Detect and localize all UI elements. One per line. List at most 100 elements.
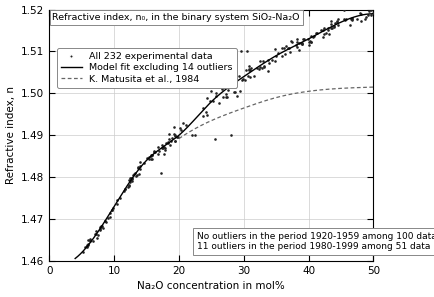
Point xyxy=(295,41,302,46)
Point xyxy=(305,40,312,44)
Point xyxy=(125,184,132,189)
Point xyxy=(94,233,101,237)
Point xyxy=(219,95,226,99)
Point xyxy=(345,22,352,27)
Point xyxy=(147,154,154,159)
Point xyxy=(297,40,304,45)
Point xyxy=(271,58,278,63)
Point xyxy=(246,67,253,72)
Point xyxy=(165,137,172,141)
Point xyxy=(99,226,106,230)
Point xyxy=(140,160,147,165)
Point xyxy=(297,40,304,45)
Point xyxy=(309,34,316,39)
Point xyxy=(218,87,225,91)
Point xyxy=(108,208,115,212)
Point xyxy=(155,149,162,154)
Point xyxy=(250,74,257,79)
Point xyxy=(256,58,263,63)
Point xyxy=(134,164,141,169)
Point xyxy=(127,175,134,180)
Point xyxy=(224,87,231,92)
Point xyxy=(131,172,138,176)
Point xyxy=(360,17,367,22)
Point xyxy=(148,153,155,158)
Point xyxy=(253,66,260,71)
Point xyxy=(127,180,134,184)
Point xyxy=(259,58,266,63)
Point xyxy=(260,64,267,69)
Point xyxy=(167,138,174,143)
Point xyxy=(96,228,103,232)
Point xyxy=(328,26,335,31)
Point xyxy=(319,28,326,32)
Point xyxy=(162,141,169,146)
Point xyxy=(160,151,167,156)
Point xyxy=(333,20,340,24)
Point xyxy=(145,154,152,159)
Point xyxy=(242,68,249,73)
Point xyxy=(324,25,331,30)
Point xyxy=(203,110,210,115)
Point xyxy=(92,229,99,233)
Point xyxy=(128,177,135,182)
Point xyxy=(155,144,161,149)
Point xyxy=(171,124,178,129)
Point xyxy=(245,64,252,69)
Point xyxy=(362,15,369,20)
Point xyxy=(241,77,248,82)
Point xyxy=(160,145,167,150)
Point xyxy=(83,242,90,247)
Point xyxy=(106,211,113,216)
Point xyxy=(367,5,374,10)
Point xyxy=(222,94,229,99)
Point xyxy=(327,19,334,23)
Point xyxy=(258,65,265,70)
Point xyxy=(92,232,99,236)
Point xyxy=(86,237,93,242)
Point xyxy=(171,132,178,136)
Point xyxy=(148,157,155,162)
Point xyxy=(329,25,336,30)
Point xyxy=(176,126,183,130)
X-axis label: Na₂O concentration in mol%: Na₂O concentration in mol% xyxy=(137,282,285,291)
Point xyxy=(126,176,133,181)
Point xyxy=(255,67,262,72)
Point xyxy=(244,73,251,78)
Point xyxy=(96,227,103,231)
Point xyxy=(223,95,230,99)
Point xyxy=(105,216,112,220)
Legend: All 232 experimental data, Model fit excluding 14 outliers, K. Matusita et al., : All 232 experimental data, Model fit exc… xyxy=(57,48,236,88)
Point xyxy=(283,46,290,50)
Point xyxy=(330,24,337,29)
Point xyxy=(154,152,161,157)
Point xyxy=(204,113,210,118)
Point xyxy=(101,218,108,223)
Point xyxy=(206,98,213,103)
Point xyxy=(293,40,300,44)
Point xyxy=(84,244,91,249)
Point xyxy=(237,77,244,82)
Point xyxy=(298,36,305,41)
Point xyxy=(128,177,135,181)
Point xyxy=(121,186,128,191)
Point xyxy=(278,46,285,50)
Point xyxy=(157,171,164,176)
Point xyxy=(272,53,279,58)
Point xyxy=(98,223,105,228)
Point xyxy=(256,65,263,70)
Point xyxy=(164,140,171,145)
Point xyxy=(288,39,295,44)
Point xyxy=(89,239,96,244)
Point xyxy=(168,136,175,141)
Point xyxy=(84,238,91,243)
Point xyxy=(307,34,314,38)
Point xyxy=(125,185,132,189)
Point xyxy=(307,40,314,44)
Point xyxy=(96,225,103,229)
Point xyxy=(136,167,143,171)
Point xyxy=(292,43,299,48)
Point xyxy=(171,134,178,139)
Point xyxy=(298,42,305,47)
Point xyxy=(356,12,363,17)
